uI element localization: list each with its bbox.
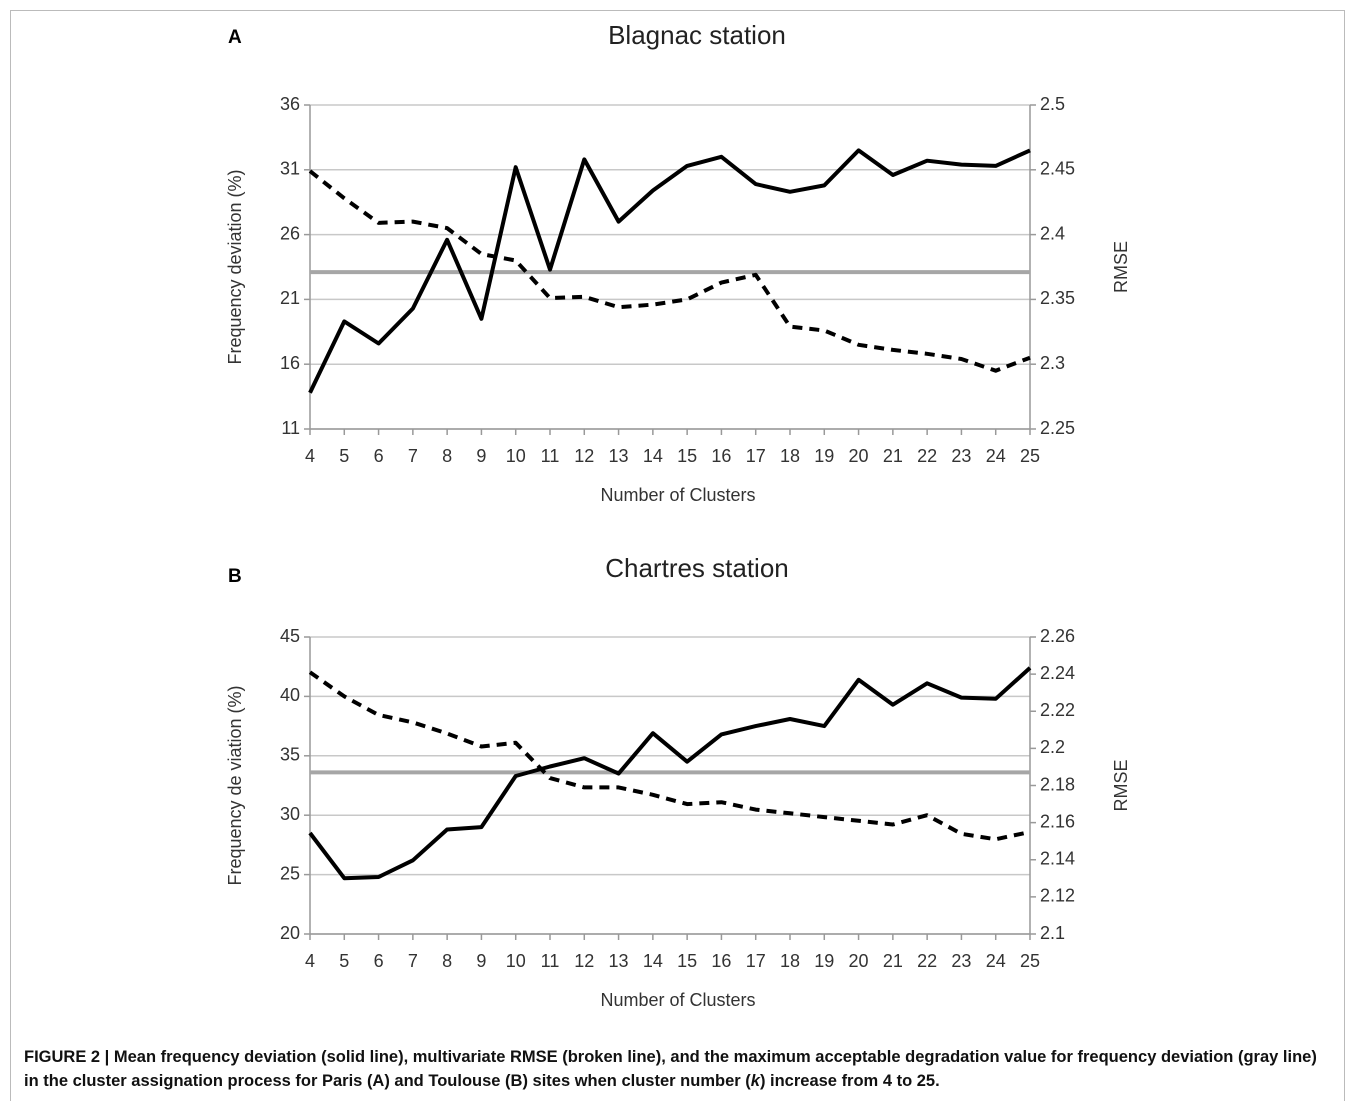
y2-tick-label: 2.1	[1040, 923, 1065, 943]
x-tick-label: 18	[780, 951, 800, 971]
x-tick-label: 14	[643, 446, 663, 466]
y2-axis-title: RMSE	[1111, 241, 1131, 293]
caption-text: FIGURE 2 | Mean frequency deviation (sol…	[24, 1048, 1317, 1090]
x-tick-label: 20	[849, 951, 869, 971]
x-tick-label: 5	[339, 446, 349, 466]
x-axis-title: Number of Clusters	[600, 990, 755, 1010]
y2-tick-label: 2.14	[1040, 849, 1075, 869]
x-tick-label: 14	[643, 951, 663, 971]
x-tick-label: 19	[814, 446, 834, 466]
y2-tick-label: 2.12	[1040, 886, 1075, 906]
y-axis-title: Frequency deviation (%)	[225, 169, 245, 364]
y-tick-label: 40	[280, 685, 300, 705]
x-axis-title: Number of Clusters	[600, 485, 755, 505]
y2-tick-label: 2.24	[1040, 663, 1075, 683]
x-tick-label: 20	[849, 446, 869, 466]
x-tick-label: 10	[506, 446, 526, 466]
y-tick-label: 11	[281, 418, 300, 438]
solid-line	[308, 148, 1031, 394]
x-tick-label: 17	[746, 446, 766, 466]
x-tick-label: 21	[883, 951, 903, 971]
y-axis-title: Frequency de viation (%)	[225, 685, 245, 885]
x-tick-label: 18	[780, 446, 800, 466]
x-tick-label: 22	[917, 951, 937, 971]
x-tick-label: 16	[711, 446, 731, 466]
caption-italic: k	[750, 1072, 760, 1090]
chart-title: Blagnac station	[608, 20, 786, 50]
x-tick-label: 13	[609, 446, 629, 466]
panel-label: B	[228, 566, 242, 587]
x-tick-label: 15	[677, 951, 697, 971]
x-tick-label: 11	[541, 951, 560, 971]
x-tick-label: 23	[951, 446, 971, 466]
y-tick-label: 16	[280, 353, 300, 373]
y2-tick-label: 2.2	[1040, 737, 1065, 757]
y2-tick-label: 2.5	[1040, 94, 1065, 114]
dashed-line	[308, 169, 1031, 373]
y-tick-label: 20	[280, 923, 300, 943]
x-tick-label: 5	[339, 951, 349, 971]
y2-tick-label: 2.26	[1040, 626, 1075, 646]
x-tick-label: 22	[917, 446, 937, 466]
y2-tick-label: 2.25	[1040, 418, 1075, 438]
x-tick-label: 6	[374, 951, 384, 971]
chart-title: Chartres station	[605, 553, 789, 583]
y-tick-label: 21	[280, 288, 300, 308]
figure-frame	[10, 10, 1345, 1101]
x-tick-label: 9	[476, 446, 486, 466]
caption-text: ) increase from 4 to 25.	[759, 1072, 940, 1090]
x-tick-label: 4	[305, 446, 315, 466]
x-tick-label: 23	[951, 951, 971, 971]
y2-tick-label: 2.4	[1040, 223, 1065, 243]
x-tick-label: 13	[609, 951, 629, 971]
y2-tick-label: 2.35	[1040, 288, 1075, 308]
x-tick-label: 24	[986, 446, 1006, 466]
y2-tick-label: 2.16	[1040, 811, 1075, 831]
x-tick-label: 25	[1020, 446, 1040, 466]
x-tick-label: 11	[541, 446, 560, 466]
solid-line	[308, 666, 1032, 881]
y-tick-label: 36	[280, 94, 300, 114]
x-tick-label: 9	[476, 951, 486, 971]
y-tick-label: 35	[280, 745, 300, 765]
x-tick-label: 21	[883, 446, 903, 466]
y-tick-label: 45	[280, 626, 300, 646]
x-tick-label: 12	[574, 446, 594, 466]
y2-tick-label: 2.3	[1040, 353, 1065, 373]
x-tick-label: 8	[442, 951, 452, 971]
x-tick-label: 24	[986, 951, 1006, 971]
x-tick-label: 4	[305, 951, 315, 971]
x-tick-label: 16	[711, 951, 731, 971]
x-tick-label: 10	[506, 951, 526, 971]
x-tick-label: 12	[574, 951, 594, 971]
y-tick-label: 26	[280, 223, 300, 243]
y-tick-label: 25	[280, 863, 300, 883]
x-tick-label: 7	[408, 446, 418, 466]
x-tick-label: 6	[374, 446, 384, 466]
y2-axis-title: RMSE	[1111, 759, 1131, 811]
y2-tick-label: 2.45	[1040, 159, 1075, 179]
y2-tick-label: 2.22	[1040, 700, 1075, 720]
x-tick-label: 19	[814, 951, 834, 971]
panel-label: A	[228, 27, 242, 48]
caption: FIGURE 2 | Mean frequency deviation (sol…	[24, 1045, 1334, 1093]
x-tick-label: 25	[1020, 951, 1040, 971]
y2-tick-label: 2.18	[1040, 774, 1075, 794]
x-tick-label: 15	[677, 446, 697, 466]
y-tick-label: 31	[280, 159, 300, 179]
x-tick-label: 8	[442, 446, 452, 466]
y-tick-label: 30	[280, 804, 300, 824]
x-tick-label: 17	[746, 951, 766, 971]
dashed-line	[308, 670, 1031, 842]
x-tick-label: 7	[408, 951, 418, 971]
